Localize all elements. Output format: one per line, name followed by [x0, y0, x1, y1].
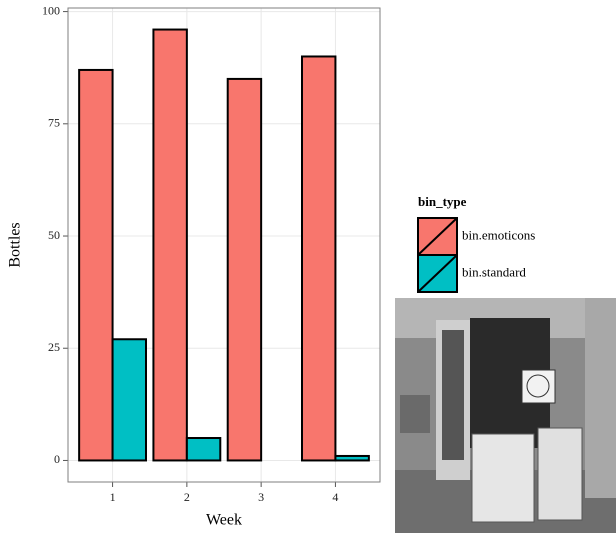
y-tick-label: 50	[48, 228, 60, 242]
x-tick-label: 3	[258, 490, 264, 504]
y-tick-label: 25	[48, 340, 60, 354]
x-tick-label: 2	[184, 490, 190, 504]
bar	[187, 438, 220, 460]
bar	[228, 79, 261, 461]
photo-bin-left	[472, 434, 534, 522]
legend-title: bin_type	[418, 194, 467, 209]
bar	[335, 456, 368, 460]
photo-bin-right	[538, 428, 582, 520]
legend-label: bin.emoticons	[462, 227, 535, 242]
y-tick-label: 0	[54, 452, 60, 466]
photo-pillar	[585, 298, 616, 498]
bar	[153, 30, 186, 461]
x-axis-title: Week	[206, 512, 242, 529]
chart: Week Bottles 0 25 50 75 100 1 2 3 4 bin_type bin.e…	[0, 0, 616, 533]
photo-planter	[400, 395, 430, 433]
photo-vending-front	[442, 330, 464, 460]
photo	[395, 298, 616, 533]
bar	[302, 56, 335, 460]
page: {"chart_data": {"type": "bar", "xlabel":…	[0, 0, 616, 533]
y-tick-label: 100	[42, 3, 60, 17]
bar	[79, 70, 112, 461]
y-tick-label: 75	[48, 116, 60, 130]
x-tick-label: 1	[110, 490, 116, 504]
plot: 0 25 50 75 100 1 2 3 4	[42, 3, 380, 503]
x-tick-label: 4	[332, 490, 338, 504]
legend-label: bin.standard	[462, 264, 526, 279]
y-axis-title: Bottles	[7, 222, 24, 267]
bar	[113, 339, 146, 460]
